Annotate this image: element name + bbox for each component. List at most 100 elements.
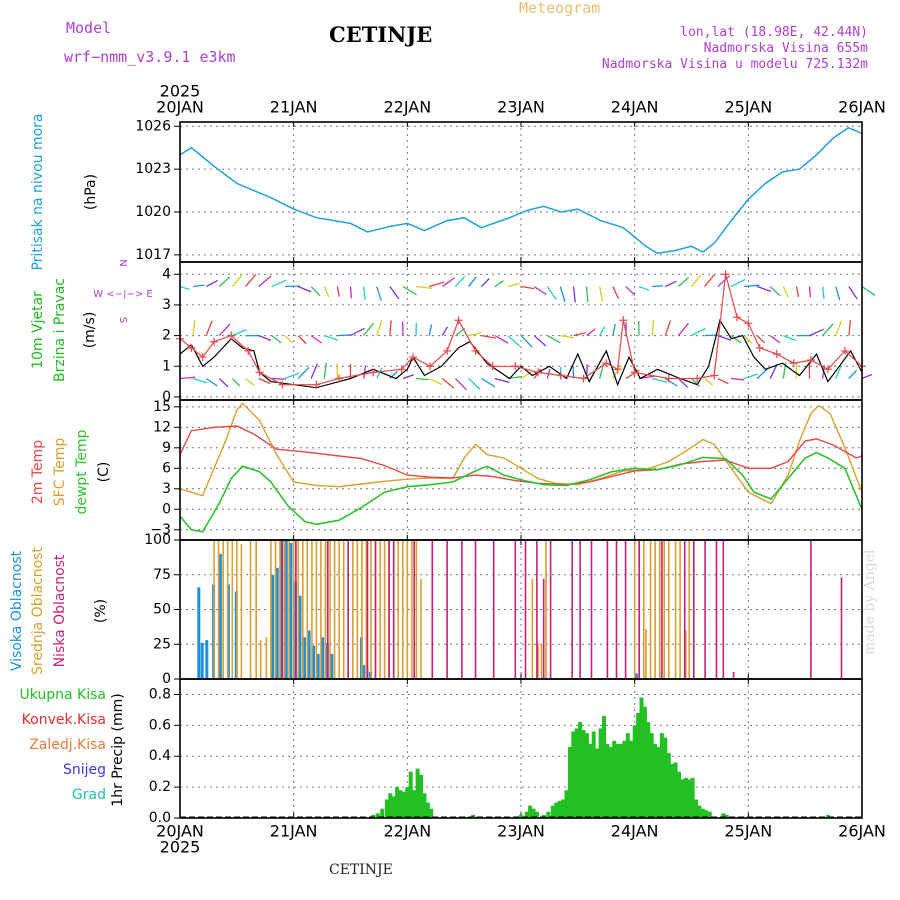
mid-cloud-bar: [645, 629, 647, 679]
precip-bar: [615, 743, 620, 818]
precip-bar: [557, 801, 562, 818]
mid-cloud-bar: [320, 540, 322, 679]
year-top: 2025: [160, 82, 201, 101]
precip-bar: [598, 728, 603, 818]
wind-arrow: [284, 335, 293, 344]
mid-cloud-bar: [537, 642, 539, 679]
wind-arrow: [468, 276, 477, 287]
precip-bar: [619, 743, 623, 818]
wind-arrow: [690, 274, 702, 287]
pressure-units: (hPa): [83, 174, 99, 210]
mid-cloud-bar: [270, 540, 272, 679]
wind-arrow: [848, 370, 857, 379]
wind-gust-marker: [534, 368, 543, 377]
mid-cloud-bar: [415, 540, 418, 679]
precip-bar: [605, 743, 610, 818]
wind-arrow: [651, 377, 667, 383]
low-cloud-bar: [722, 540, 725, 679]
precip-bar: [683, 777, 688, 818]
wind-gust-marker: [755, 343, 764, 352]
wind-arrow: [835, 320, 843, 336]
wind-arrow: [717, 334, 732, 341]
low-cloud-bar: [281, 540, 284, 679]
low-cloud-bar: [413, 540, 415, 679]
precip-bar: [825, 814, 830, 818]
wind-arrow: [533, 285, 547, 296]
precip-bar: [425, 802, 430, 818]
wind-arrow: [664, 377, 678, 387]
low-cloud-bar: [693, 540, 695, 679]
low-cloud-bar: [392, 540, 395, 679]
wind-arrow: [416, 285, 433, 290]
precip-bar: [707, 811, 712, 818]
precip-bar: [625, 733, 630, 818]
wind-arrow: [494, 335, 509, 344]
wind-arrow: [756, 367, 769, 380]
precip-bar: [724, 814, 729, 818]
mid-cloud-bar: [249, 540, 252, 679]
low-cloud-bar: [524, 540, 527, 679]
wind-gust-marker: [198, 353, 207, 362]
meteogram-label: Meteogram: [519, 0, 601, 17]
wind-gust-marker: [710, 371, 719, 380]
y-tick-label: 9: [162, 440, 171, 456]
precip-bar: [384, 799, 389, 818]
wind-speed-line: [179, 318, 863, 389]
elevation-label: Nadmorska Visina 655m: [703, 41, 868, 56]
wind-gust-marker: [823, 365, 832, 374]
precip-bar: [629, 740, 634, 818]
precip-bar: [653, 743, 658, 818]
precip-bar: [636, 713, 641, 818]
high-cloud-bar: [275, 567, 279, 679]
precip-bar: [639, 697, 644, 818]
wind-arrow: [546, 286, 557, 300]
mid-cloud-bar: [333, 540, 336, 679]
wind-arrow: [835, 286, 841, 301]
wind-arrow: [717, 275, 731, 288]
high-cloud-bar: [200, 642, 204, 679]
mid-cloud-bar: [361, 540, 363, 679]
wind-arrow: [599, 326, 606, 336]
wind-gust-marker: [335, 374, 344, 383]
low-cloud-bar: [624, 540, 627, 679]
wind-arrow: [468, 331, 482, 337]
wind-gust-marker: [613, 365, 622, 374]
wind-arrow: [520, 285, 535, 290]
low-cloud-bar: [615, 540, 618, 679]
wind-gust-marker: [244, 346, 253, 355]
mid-cloud-bar: [668, 540, 670, 679]
x-label-top: 25JAN: [724, 98, 772, 117]
wind-arrow: [638, 285, 650, 291]
precip-bar: [534, 811, 539, 818]
high-cloud-bar: [362, 665, 366, 679]
mid-cloud-bar: [352, 540, 354, 679]
wind-arrow: [218, 323, 231, 337]
precip-bar: [622, 740, 627, 818]
x-label-top: 24JAN: [611, 98, 659, 117]
mid-cloud-bar: [397, 540, 399, 679]
wind-gust-marker: [488, 362, 497, 371]
wind-gust-marker: [693, 374, 702, 383]
precip-bar: [697, 805, 702, 818]
wind-gust-marker: [619, 316, 628, 325]
wind-arrow: [822, 286, 825, 300]
y-tick-label: 4: [162, 266, 171, 282]
precip-bar: [571, 731, 576, 818]
dewpoint-line: [179, 451, 863, 533]
low-cloud-bar: [571, 540, 573, 679]
wind-arrow: [310, 286, 321, 297]
wind-gust-marker: [602, 359, 611, 368]
wind-gust-marker: [426, 362, 435, 371]
low-cloud-bar: [732, 672, 735, 679]
wind-arrow: [625, 369, 640, 380]
wind-arrow: [258, 275, 272, 288]
low-cloud-bar: [542, 578, 545, 679]
wind-arrow: [782, 286, 790, 298]
wind-arrow: [284, 372, 300, 380]
precip-legend-item: Ukupna Kisa: [19, 687, 106, 703]
wind-arrow: [481, 334, 496, 339]
low-cloud-axis-title: Niska Oblacnost: [52, 554, 68, 667]
wind-arrow: [730, 278, 746, 288]
wind-arrow: [572, 286, 576, 303]
mid-cloud-bar: [356, 540, 359, 679]
